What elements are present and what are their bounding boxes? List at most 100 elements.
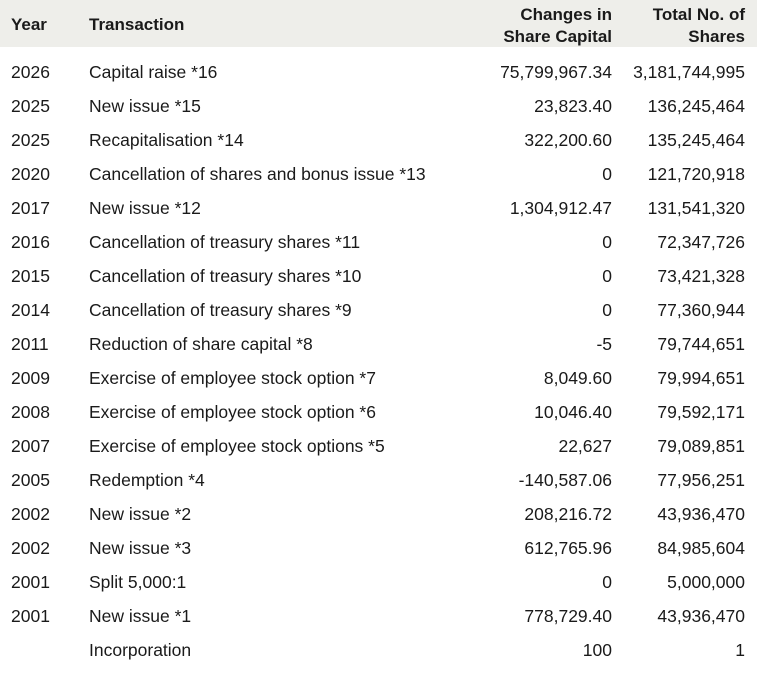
header-total-line1: Total No. of — [652, 5, 745, 24]
cell-total: 72,347,726 — [657, 232, 745, 252]
cell-transaction: New issue *12 — [89, 198, 201, 218]
cell-transaction: Cancellation of treasury shares *9 — [89, 300, 352, 320]
cell-year: 2002 — [11, 504, 50, 524]
header-changes-in-share-capital: Changes in Share Capital — [503, 4, 612, 48]
cell-year: 2014 — [11, 300, 50, 320]
cell-year: 2005 — [11, 470, 50, 490]
cell-change: 0 — [602, 572, 612, 592]
table-row: 2017 New issue *12 1,304,912.47 131,541,320 — [0, 191, 757, 225]
table-row: 2011 Reduction of share capital *8 -5 79,74… — [0, 327, 757, 361]
cell-transaction: Exercise of employee stock option *7 — [89, 368, 376, 388]
table-header: Year Transaction Changes in Share Capita… — [0, 0, 757, 47]
cell-change: 322,200.60 — [524, 130, 612, 150]
cell-year: 2009 — [11, 368, 50, 388]
cell-transaction: New issue *15 — [89, 96, 201, 116]
cell-total: 43,936,470 — [657, 606, 745, 626]
cell-year: 2001 — [11, 572, 50, 592]
cell-transaction: New issue *2 — [89, 504, 192, 524]
cell-transaction: Recapitalisation *14 — [89, 130, 244, 150]
cell-change: 1,304,912.47 — [509, 198, 612, 218]
cell-total: 79,592,171 — [657, 402, 745, 422]
cell-transaction: Reduction of share capital *8 — [89, 334, 313, 354]
cell-change: 778,729.40 — [524, 606, 612, 626]
cell-change: 0 — [602, 300, 612, 320]
table-row: 2002 New issue *3 612,765.96 84,985,604 — [0, 531, 757, 565]
header-total-line2: Shares — [688, 27, 745, 46]
cell-total: 79,744,651 — [657, 334, 745, 354]
cell-total: 121,720,918 — [647, 164, 745, 184]
table-row: 2015 Cancellation of treasury shares *10 0… — [0, 259, 757, 293]
cell-change: -5 — [596, 334, 612, 354]
cell-change: 22,627 — [558, 436, 612, 456]
table-row: 2002 New issue *2 208,216.72 43,936,470 — [0, 497, 757, 531]
cell-year: 2025 — [11, 96, 50, 116]
table-body: 2026 Capital raise *16 75,799,967.34 3,181,… — [0, 47, 757, 667]
cell-year: 2016 — [11, 232, 50, 252]
table-row: 2016 Cancellation of treasury shares *11 0… — [0, 225, 757, 259]
table-row: 2026 Capital raise *16 75,799,967.34 3,181,… — [0, 55, 757, 89]
table-row: Incorporation 100 1 — [0, 633, 757, 667]
cell-transaction: Cancellation of shares and bonus issue *… — [89, 164, 426, 184]
cell-year: 2025 — [11, 130, 50, 150]
cell-transaction: Exercise of employee stock options *5 — [89, 436, 385, 456]
table-row: 2008 Exercise of employee stock option *6… — [0, 395, 757, 429]
cell-transaction: Split 5,000:1 — [89, 572, 187, 592]
cell-change: -140,587.06 — [518, 470, 612, 490]
cell-transaction: Cancellation of treasury shares *11 — [89, 232, 361, 252]
cell-transaction: Capital raise *16 — [89, 62, 218, 82]
cell-total: 79,994,651 — [657, 368, 745, 388]
cell-total: 3,181,744,995 — [633, 62, 745, 82]
cell-total: 77,360,944 — [657, 300, 745, 320]
cell-total: 79,089,851 — [657, 436, 745, 456]
table-row: 2005 Redemption *4 -140,587.06 77,956,251 — [0, 463, 757, 497]
cell-transaction: Incorporation — [89, 640, 192, 660]
cell-year: 2008 — [11, 402, 50, 422]
cell-total: 131,541,320 — [647, 198, 745, 218]
cell-change: 8,049.60 — [543, 368, 612, 388]
table-row: 2009 Exercise of employee stock option *7… — [0, 361, 757, 395]
table-row: 2025 New issue *15 23,823.40 136,245,464 — [0, 89, 757, 123]
cell-total: 136,245,464 — [647, 96, 745, 116]
cell-change: 10,046.40 — [534, 402, 612, 422]
cell-year: 2026 — [11, 62, 50, 82]
header-total-shares: Total No. of Shares — [653, 4, 745, 48]
cell-transaction: New issue *1 — [89, 606, 192, 626]
cell-transaction: Cancellation of treasury shares *10 — [89, 266, 362, 286]
header-transaction: Transaction — [89, 15, 185, 34]
cell-transaction: Exercise of employee stock option *6 — [89, 402, 376, 422]
cell-total: 84,985,604 — [657, 538, 745, 558]
cell-change: 100 — [582, 640, 612, 660]
cell-total: 43,936,470 — [657, 504, 745, 524]
cell-year: 2015 — [11, 266, 50, 286]
header-changes-line1: Changes in — [520, 5, 612, 24]
cell-transaction: New issue *3 — [89, 538, 192, 558]
cell-change: 612,765.96 — [524, 538, 612, 558]
cell-change: 75,799,967.34 — [500, 62, 612, 82]
table-row: 2020 Cancellation of shares and bonus iss… — [0, 157, 757, 191]
table-row: 2007 Exercise of employee stock options *… — [0, 429, 757, 463]
cell-total: 1 — [735, 640, 745, 660]
table-row: 2001 New issue *1 778,729.40 43,936,470 — [0, 599, 757, 633]
cell-year: 2011 — [11, 334, 49, 354]
cell-total: 77,956,251 — [657, 470, 745, 490]
cell-year: 2002 — [11, 538, 50, 558]
table-row: 2001 Split 5,000:1 0 5,000,000 — [0, 565, 757, 599]
cell-year: 2017 — [11, 198, 50, 218]
cell-change: 0 — [602, 232, 612, 252]
cell-change: 208,216.72 — [524, 504, 612, 524]
cell-total: 73,421,328 — [657, 266, 745, 286]
share-capital-table: Year Transaction Changes in Share Capita… — [0, 0, 757, 667]
header-year: Year — [11, 15, 47, 34]
cell-total: 135,245,464 — [647, 130, 745, 150]
cell-year: 2007 — [11, 436, 50, 456]
cell-change: 0 — [602, 164, 612, 184]
table-row: 2025 Recapitalisation *14 322,200.60 135,24… — [0, 123, 757, 157]
cell-year: 2020 — [11, 164, 50, 184]
cell-change: 23,823.40 — [534, 96, 612, 116]
cell-transaction: Redemption *4 — [89, 470, 205, 490]
cell-total: 5,000,000 — [667, 572, 745, 592]
header-changes-line2: Share Capital — [503, 27, 612, 46]
cell-year: 2001 — [11, 606, 50, 626]
cell-change: 0 — [602, 266, 612, 286]
table-row: 2014 Cancellation of treasury shares *9 0 7… — [0, 293, 757, 327]
